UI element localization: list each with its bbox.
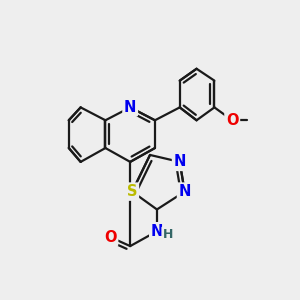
Text: H: H (163, 228, 173, 241)
Text: N: N (124, 100, 136, 115)
Text: N: N (173, 154, 186, 169)
Text: O: O (226, 113, 239, 128)
Text: S: S (127, 184, 137, 199)
Text: N: N (178, 184, 191, 199)
Text: O: O (104, 230, 117, 245)
Text: N: N (151, 224, 163, 239)
